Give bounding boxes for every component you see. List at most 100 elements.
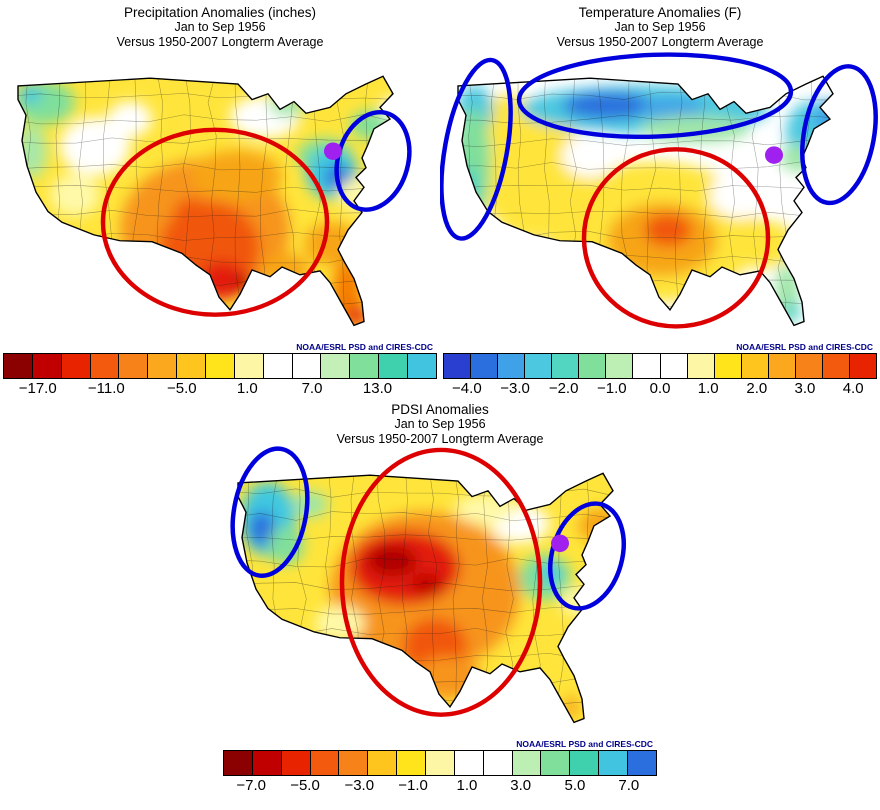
colorbar-segment xyxy=(795,353,823,378)
blue-highlight-ellipse xyxy=(230,446,310,578)
colorbar-tick-label: 1.0 xyxy=(697,379,719,397)
blue-highlight-ellipse xyxy=(440,57,513,241)
colorbar-segment xyxy=(61,353,91,378)
panel-pdsi-anomalies: PDSI Anomalies Jan to Sep 1956 Versus 19… xyxy=(220,399,660,796)
colorbar-segment xyxy=(206,353,235,378)
panel-baseline: Versus 1950-2007 Longterm Average xyxy=(336,431,544,446)
us-temperature-map xyxy=(440,49,880,341)
anomaly-color-patch xyxy=(108,101,152,137)
panel-title: PDSI Anomalies xyxy=(391,401,489,417)
blue-highlight-ellipse xyxy=(800,64,878,206)
panel-title: Temperature Anomalies (F) xyxy=(578,5,742,20)
attribution-text: NOAA/ESRL PSD and CIRES-CDC xyxy=(736,341,873,352)
colorbar-segment xyxy=(90,353,120,378)
pdsi-colorbar-ticks: −7.0 −5.0 −3.0 −1.0 1.0 3.0 5.0 7.0 xyxy=(223,776,657,796)
colorbar-tick-label: −11.0 xyxy=(87,379,125,397)
colorbar-tick-label: −5.0 xyxy=(290,776,320,794)
colorbar-segment xyxy=(426,750,455,775)
pdsi-colorbar xyxy=(223,749,657,776)
colorbar-segment xyxy=(321,353,351,378)
anomaly-color-patch xyxy=(174,197,210,227)
colorbar-segment xyxy=(606,353,634,378)
anomaly-color-patch xyxy=(563,91,653,119)
precipitation-colorbar xyxy=(3,352,437,379)
bottom-row: PDSI Anomalies Jan to Sep 1956 Versus 19… xyxy=(0,399,880,796)
temperature-colorbar-ticks: −4.0 −3.0 −2.0 −1.0 0.0 1.0 2.0 3.0 4.0 xyxy=(443,379,877,399)
anomaly-color-patch xyxy=(60,117,130,176)
anomaly-color-patch xyxy=(780,144,820,172)
colorbar-segment xyxy=(119,353,149,378)
colorbar-segment xyxy=(471,353,499,378)
temperature-colorbar xyxy=(443,352,877,379)
colorbar-segment xyxy=(849,353,876,378)
us-map-svg xyxy=(17,75,412,327)
colorbar-segment xyxy=(281,750,311,775)
red-highlight-ellipse xyxy=(339,447,543,717)
colorbar-segment xyxy=(4,353,33,378)
panel-baseline: Versus 1950-2007 Longterm Average xyxy=(116,34,324,49)
colorbar-tick-label: 2.0 xyxy=(746,379,768,397)
anomaly-color-patch xyxy=(640,97,704,121)
colorbar-tick-label: 7.0 xyxy=(301,379,323,397)
anomaly-color-patch xyxy=(304,222,360,265)
panel-temperature-anomalies: Temperature Anomalies (F) Jan to Sep 195… xyxy=(440,2,880,399)
anomaly-color-patch xyxy=(367,545,417,577)
anomaly-color-patch xyxy=(18,123,47,179)
colorbar-segment xyxy=(177,353,207,378)
panel-title-block: Temperature Anomalies (F) Jan to Sep 195… xyxy=(440,2,880,49)
colorbar-tick-label: −4.0 xyxy=(452,379,482,397)
colorbar-tick-label: 4.0 xyxy=(842,379,864,397)
colorbar-segment xyxy=(310,750,340,775)
colorbar-segment xyxy=(350,353,380,378)
colorbar-tick-label: −3.0 xyxy=(500,379,530,397)
colorbar-tick-label: 7.0 xyxy=(618,776,640,794)
us-pdsi-map xyxy=(220,446,660,738)
colorbar-segment xyxy=(32,353,62,378)
colorbar-segment xyxy=(599,750,629,775)
anomaly-color-patch xyxy=(249,510,275,547)
colorbar-segment xyxy=(741,353,769,378)
colorbar-segment xyxy=(263,353,293,378)
colorbar-segment xyxy=(483,750,513,775)
anomaly-color-patch xyxy=(292,490,328,518)
colorbar-segment xyxy=(525,353,553,378)
anomaly-color-patch xyxy=(315,605,365,641)
attribution-text: NOAA/ESRL PSD and CIRES-CDC xyxy=(516,738,653,749)
colorbar-segment xyxy=(633,353,661,378)
precipitation-colorbar-ticks: −17.0 −11.0 −5.0 1.0 7.0 13.0 xyxy=(3,379,437,399)
colorbar-segment xyxy=(687,353,715,378)
us-outline xyxy=(17,75,394,327)
anomaly-color-patch xyxy=(710,171,770,219)
anomaly-color-patch xyxy=(415,655,481,699)
top-row: Precipitation Anomalies (inches) Jan to … xyxy=(0,2,880,399)
colorbar-segment xyxy=(379,353,409,378)
colorbar-segment xyxy=(512,750,542,775)
colorbar-segment xyxy=(541,750,571,775)
purple-marker-dot xyxy=(551,534,569,552)
panel-subtitle: Jan to Sep 1956 xyxy=(394,417,486,432)
colorbar-tick-label: −1.0 xyxy=(398,776,428,794)
anomaly-color-patch xyxy=(50,173,100,217)
panel-title-block: PDSI Anomalies Jan to Sep 1956 Versus 19… xyxy=(220,399,660,446)
colorbar-tick-label: −1.0 xyxy=(597,379,627,397)
colorbar-segment xyxy=(224,750,253,775)
purple-marker-dot xyxy=(765,146,783,164)
colorbar-tick-label: 13.0 xyxy=(362,379,393,397)
colorbar-segment xyxy=(444,353,472,378)
colorbar-segment xyxy=(822,353,850,378)
colorbar-segment xyxy=(292,353,322,378)
panel-subtitle: Jan to Sep 1956 xyxy=(174,20,266,35)
attribution-text: NOAA/ESRL PSD and CIRES-CDC xyxy=(296,341,433,352)
red-highlight-ellipse xyxy=(100,127,330,317)
anomaly-color-patch xyxy=(192,150,282,201)
colorbar-tick-label: −7.0 xyxy=(236,776,267,794)
colorbar-tick-label: 0.0 xyxy=(649,379,671,397)
colorbar-tick-label: 1.0 xyxy=(236,379,258,397)
anomaly-color-patch xyxy=(18,83,42,104)
colorbar-segment xyxy=(368,750,398,775)
anomaly-color-patch xyxy=(725,219,795,268)
colorbar-tick-label: −3.0 xyxy=(344,776,375,794)
colorbar-segment xyxy=(339,750,369,775)
anomaly-color-patch xyxy=(411,572,443,596)
